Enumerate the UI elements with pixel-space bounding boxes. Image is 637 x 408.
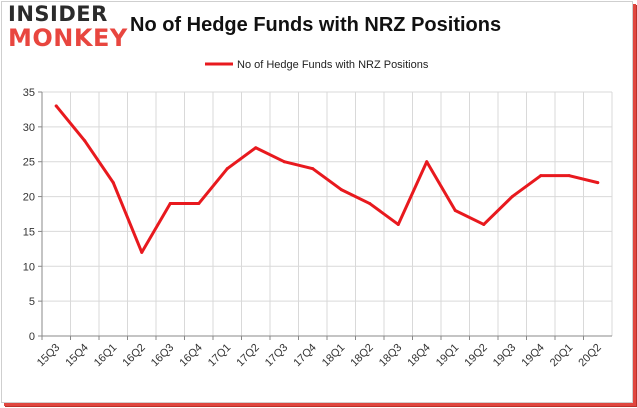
data-point [368,202,372,206]
y-tick-label: 35 [23,87,35,99]
insider-monkey-logo: INSIDER MONKEY [8,2,128,54]
data-point [539,174,543,178]
x-tick-label: 16Q1 [92,342,120,370]
x-tick-label: 17Q2 [234,342,262,370]
logo-line2: MONKEY [8,24,128,52]
x-tick-label: 19Q2 [462,342,490,370]
x-tick-label: 17Q3 [263,342,291,370]
x-tick-label: 19Q4 [519,342,547,370]
data-point [111,181,115,185]
data-point [168,202,172,206]
legend-label: No of Hedge Funds with NRZ Positions [237,59,429,71]
y-tick-label: 5 [29,296,35,308]
x-tick-label: 15Q3 [35,342,63,370]
y-tick-label: 10 [23,261,35,273]
x-tick-label: 18Q4 [405,342,433,370]
data-point [596,181,600,185]
data-point [482,222,486,226]
data-point [197,202,201,206]
x-tick-label: 17Q1 [206,342,234,370]
data-point [453,209,457,213]
legend: No of Hedge Funds with NRZ Positions [205,59,429,71]
data-point [311,167,315,171]
logo-line1: INSIDER [8,2,108,26]
data-point [140,250,144,254]
y-axis-ticks: 0 5 10 15 20 25 30 35 [23,87,42,343]
y-tick-label: 0 [29,331,35,343]
x-tick-label: 16Q4 [177,342,205,370]
data-point [225,167,229,171]
data-point [510,195,514,199]
x-tick-label: 16Q2 [120,342,148,370]
axes [41,92,612,337]
y-tick-label: 25 [23,157,35,169]
x-tick-label: 19Q1 [434,342,462,370]
data-point [339,188,343,192]
x-tick-label: 18Q1 [320,342,348,370]
data-point [254,146,258,150]
x-axis-ticks: 15Q3 15Q4 16Q1 16Q2 16Q3 16Q4 17Q1 17Q2 17Q3 17Q4… [35,336,604,369]
series-lines [54,104,600,254]
x-tick-label: 20Q2 [576,342,604,370]
data-point [396,222,400,226]
x-tick-label: 16Q3 [149,342,177,370]
x-tick-label: 18Q3 [377,342,405,370]
data-point [425,160,429,164]
y-tick-label: 30 [23,122,35,134]
series-line [54,104,600,254]
data-point [282,160,286,164]
y-tick-label: 15 [23,226,35,238]
x-tick-label: 19Q3 [491,342,519,370]
data-point [54,104,58,108]
data-point [567,174,571,178]
x-tick-label: 17Q4 [291,342,319,370]
x-tick-label: 15Q4 [63,342,91,370]
x-tick-label: 20Q1 [548,342,576,370]
chart-title: No of Hedge Funds with NRZ Positions [130,14,502,36]
y-tick-label: 20 [23,192,35,204]
data-point [83,139,87,143]
x-tick-label: 18Q2 [348,342,376,370]
